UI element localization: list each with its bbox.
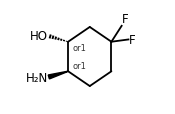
Polygon shape (48, 71, 68, 79)
Text: HO: HO (30, 30, 48, 43)
Text: or1: or1 (72, 62, 86, 70)
Text: F: F (122, 13, 129, 26)
Text: H₂N: H₂N (26, 71, 48, 84)
Text: or1: or1 (72, 44, 86, 52)
Text: F: F (129, 34, 136, 47)
